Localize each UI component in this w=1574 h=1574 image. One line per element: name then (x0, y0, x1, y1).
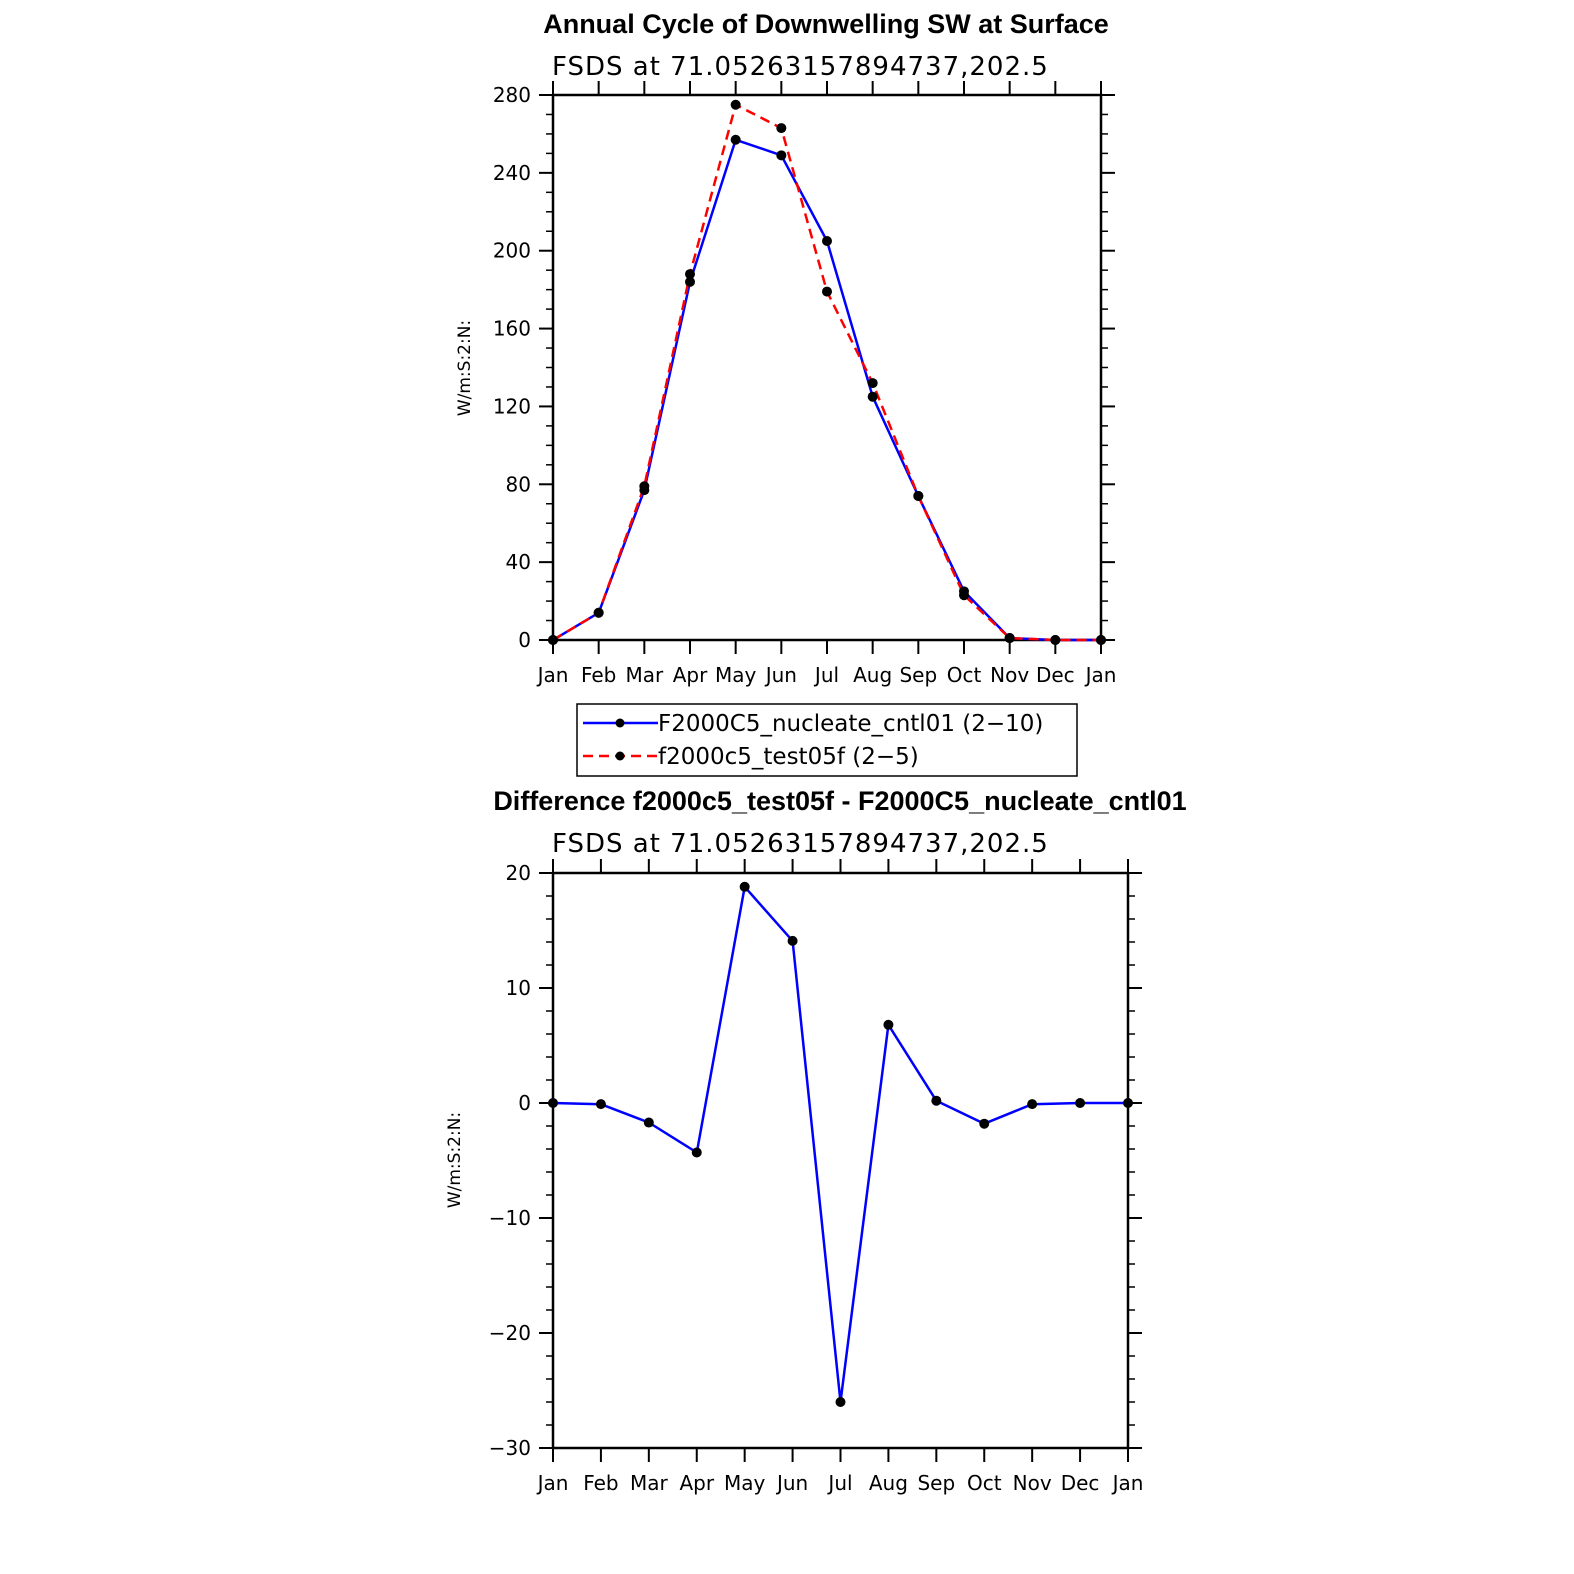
legend-marker-test05f (615, 751, 625, 761)
annual-cycle-xtick-label: Dec (1036, 663, 1075, 687)
annual-cycle-ytick-label: 160 (493, 317, 531, 341)
annual-cycle-series-line-0 (552, 138, 1101, 642)
difference-series-0-point (691, 1147, 702, 1158)
difference-xtick-label: Jul (826, 1471, 852, 1495)
difference-series-0-point (1027, 1099, 1038, 1110)
annual-cycle-xtick-label: Feb (581, 663, 616, 687)
annual-cycle-ytick-label: 280 (493, 83, 531, 107)
difference-series-line-0 (552, 885, 1128, 1404)
annual-cycle-ytick-label: 200 (493, 239, 531, 263)
legend-label-test05f: f2000c5_test05f (2−5) (658, 744, 919, 770)
annual-cycle-series-1-point (822, 286, 832, 297)
annual-cycle-series (548, 99, 1106, 645)
annual-cycle-series-1-point (593, 607, 604, 618)
difference-series-0-point (548, 1098, 558, 1108)
annual-cycle-xtick-label: Nov (990, 663, 1029, 687)
annual-cycle-axes: 0 40 80 120 160 200 240 280 Jan Feb Mar Apr May Jun Ju… (493, 81, 1117, 687)
difference-xtick-label: Nov (1013, 1471, 1052, 1495)
difference-ytick-label: 20 (506, 861, 531, 885)
annual-cycle-xtick-label: Oct (947, 663, 982, 687)
annual-cycle-series-line-1 (552, 103, 1101, 642)
legend-marker-cntl01 (615, 718, 625, 728)
annual-cycle-chart: Annual Cycle of Downwelling SW at Surfac… (455, 9, 1117, 777)
difference-series-0-point (739, 881, 750, 892)
annual-cycle-xtick-label: Jul (813, 663, 839, 687)
annual-cycle-series-1-point (1004, 633, 1015, 644)
difference-ytick-label: −20 (489, 1321, 531, 1345)
annual-cycle-ylabel: W/m:S:2:N: (455, 320, 475, 416)
annual-cycle-series-1-point (639, 481, 650, 492)
difference-xtick-label: Apr (679, 1471, 714, 1495)
annual-cycle-ytick-label: 120 (493, 394, 531, 418)
difference-ytick-label: −10 (489, 1206, 531, 1230)
difference-xtick-label: May (724, 1471, 766, 1495)
difference-chart: Difference f2000c5_test05f - F2000C5_nuc… (445, 786, 1187, 1495)
annual-cycle-series-1-point (1050, 635, 1061, 645)
annual-cycle-series-1-point (730, 99, 741, 110)
annual-cycle-xtick-label: Aug (853, 663, 892, 687)
annual-cycle-series-1-point (867, 378, 878, 389)
difference-title: Difference f2000c5_test05f - F2000C5_nuc… (493, 786, 1186, 816)
difference-subtitle: FSDS at 71.05263157894737,202.5 (552, 829, 1049, 859)
annual-cycle-plot-frame (551, 93, 1103, 642)
annual-cycle-subtitle: FSDS at 71.05263157894737,202.5 (552, 52, 1049, 82)
difference-ytick-label: −30 (489, 1436, 531, 1460)
difference-xtick-label: Jun (775, 1471, 808, 1495)
annual-cycle-legend: F2000C5_nucleate_cntl01 (2−10) f2000c5_t… (576, 703, 1078, 777)
annual-cycle-ytick-label: 80 (506, 472, 531, 496)
difference-series-0-point (931, 1095, 942, 1106)
difference-plot-frame (551, 871, 1130, 1450)
annual-cycle-xtick-label: Jan (1084, 663, 1117, 687)
difference-xtick-label: Mar (630, 1471, 669, 1495)
difference-ytick-label: 10 (506, 976, 531, 1000)
difference-series-0-point (643, 1117, 654, 1128)
annual-cycle-series-1-point (959, 590, 969, 601)
difference-xtick-label: Sep (917, 1471, 955, 1495)
annual-cycle-xtick-label: Jan (536, 663, 569, 687)
annual-cycle-xtick-label: Mar (625, 663, 664, 687)
annual-cycle-ytick-label: 240 (493, 161, 531, 185)
annual-cycle-series-1-point (685, 269, 695, 280)
difference-series-0-point (1075, 1098, 1086, 1108)
annual-cycle-series-0-point (867, 391, 878, 402)
difference-axes: −30 −20 −10 0 10 20 Jan Feb Mar Apr May Jun Jul Aug Se… (489, 859, 1144, 1495)
legend-label-cntl01: F2000C5_nucleate_cntl01 (2−10) (658, 711, 1043, 737)
difference-series-0-point (787, 935, 798, 946)
annual-cycle-series-0-point (776, 150, 787, 161)
difference-series-0-point (595, 1099, 606, 1110)
legend-box (576, 703, 1078, 777)
annual-cycle-title: Annual Cycle of Downwelling SW at Surfac… (543, 9, 1109, 39)
difference-series-0-point (1123, 1098, 1133, 1108)
annual-cycle-series-0-point (685, 276, 695, 287)
annual-cycle-series-1-point (776, 123, 787, 134)
difference-xtick-label: Oct (967, 1471, 1002, 1495)
difference-ylabel: W/m:S:2:N: (445, 1112, 465, 1208)
difference-xtick-label: Jan (1111, 1471, 1144, 1495)
annual-cycle-series-1-point (548, 635, 558, 645)
annual-cycle-xtick-label: May (715, 663, 757, 687)
annual-cycle-ytick-label: 40 (506, 550, 531, 574)
difference-xtick-label: Aug (869, 1471, 908, 1495)
difference-series-0-point (835, 1397, 846, 1407)
difference-series (548, 881, 1133, 1407)
annual-cycle-xtick-label: Jun (764, 663, 797, 687)
annual-cycle-series-0-point (822, 235, 832, 246)
difference-xtick-label: Feb (583, 1471, 618, 1495)
difference-xtick-label: Dec (1061, 1471, 1100, 1495)
annual-cycle-ytick-label: 0 (518, 628, 531, 652)
difference-series-0-point (979, 1118, 990, 1129)
difference-xtick-label: Jan (536, 1471, 569, 1495)
difference-series-0-point (883, 1019, 894, 1030)
annual-cycle-series-0-point (730, 134, 741, 145)
difference-ytick-label: 0 (518, 1091, 531, 1115)
annual-cycle-xtick-label: Apr (673, 663, 708, 687)
annual-cycle-series-1-point (913, 490, 924, 501)
annual-cycle-xtick-label: Sep (899, 663, 937, 687)
annual-cycle-series-1-point (1096, 635, 1106, 645)
